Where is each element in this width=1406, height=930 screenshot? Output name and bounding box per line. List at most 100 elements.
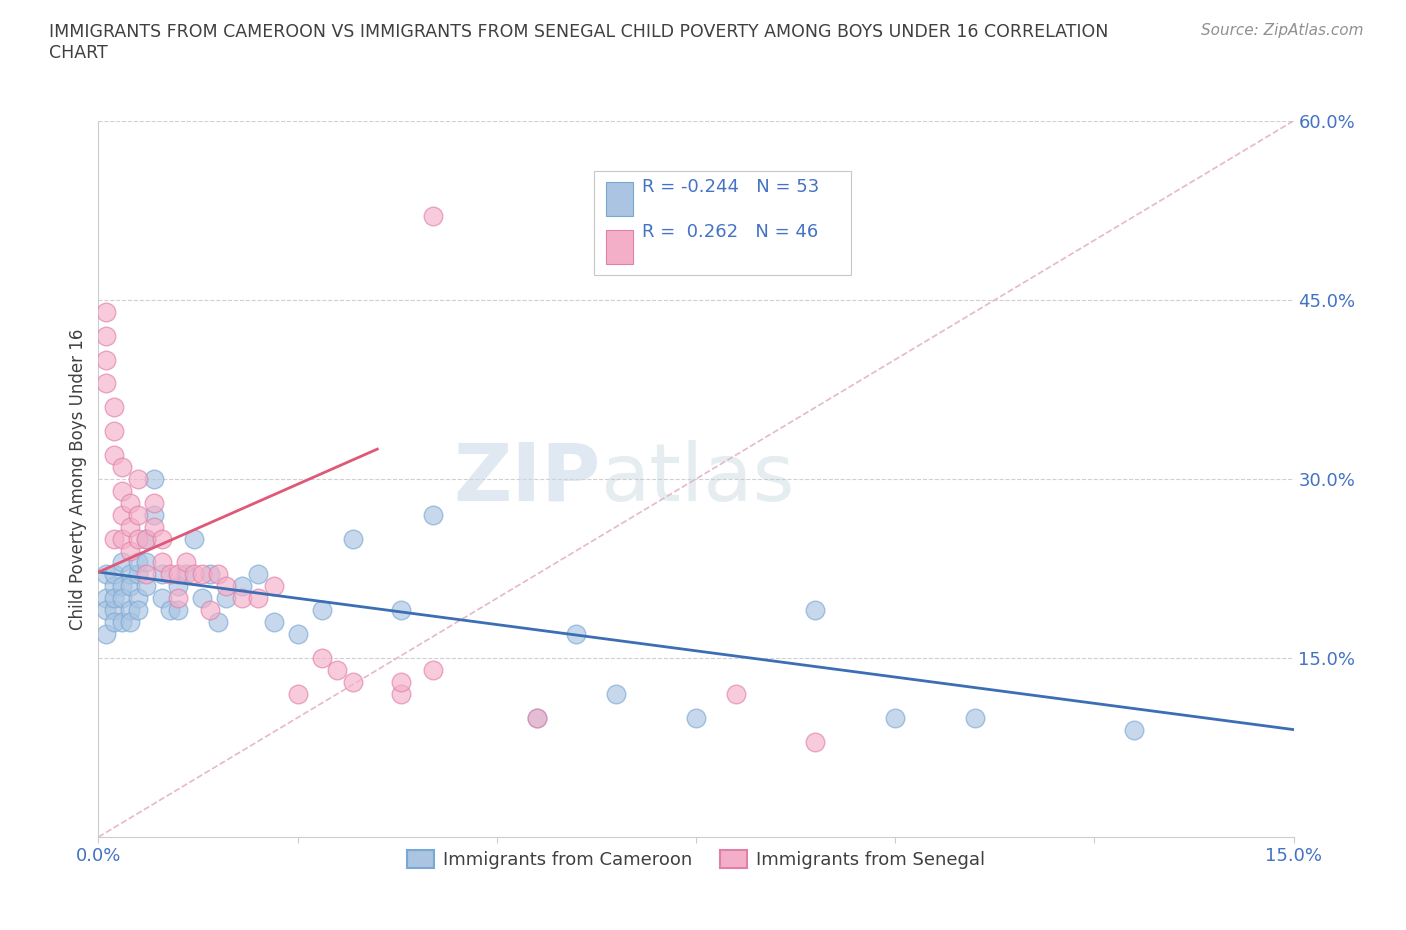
Point — [150, 531, 173, 546]
Point — [135, 555, 157, 570]
Point — [198, 603, 221, 618]
Point — [111, 508, 134, 523]
Point — [526, 711, 548, 725]
Point — [103, 531, 125, 546]
Point — [120, 543, 142, 558]
Point — [207, 615, 229, 630]
Point — [342, 531, 364, 546]
Point — [215, 578, 238, 594]
Point — [103, 567, 125, 582]
Point — [1123, 722, 1146, 737]
Point — [150, 555, 173, 570]
Point — [804, 734, 827, 749]
Point — [127, 567, 149, 582]
Point — [143, 519, 166, 534]
Point — [191, 591, 214, 605]
Point — [389, 686, 412, 701]
Point — [120, 496, 142, 511]
Point — [263, 578, 285, 594]
Point — [120, 567, 142, 582]
Point — [143, 508, 166, 523]
Point — [215, 591, 238, 605]
Point — [198, 567, 221, 582]
Point — [120, 615, 142, 630]
Point — [422, 508, 444, 523]
Point — [422, 209, 444, 224]
Point — [311, 651, 333, 666]
Point — [103, 603, 125, 618]
Point — [143, 496, 166, 511]
Point — [159, 567, 181, 582]
Point — [135, 567, 157, 582]
Point — [96, 376, 118, 391]
Point — [884, 711, 907, 725]
Text: R = -0.244   N = 53: R = -0.244 N = 53 — [643, 179, 820, 196]
Point — [103, 424, 125, 439]
Point — [120, 603, 142, 618]
Point — [127, 531, 149, 546]
Text: ZIP: ZIP — [453, 440, 600, 518]
Point — [96, 304, 118, 319]
Point — [127, 508, 149, 523]
Point — [287, 686, 309, 701]
Point — [150, 567, 173, 582]
Point — [263, 615, 285, 630]
Point — [191, 567, 214, 582]
Point — [526, 711, 548, 725]
Point — [143, 472, 166, 486]
Point — [804, 603, 827, 618]
Point — [159, 603, 181, 618]
Point — [96, 328, 118, 343]
Point — [389, 603, 412, 618]
Text: IMMIGRANTS FROM CAMEROON VS IMMIGRANTS FROM SENEGAL CHILD POVERTY AMONG BOYS UND: IMMIGRANTS FROM CAMEROON VS IMMIGRANTS F… — [49, 23, 1108, 62]
Point — [311, 603, 333, 618]
Point — [127, 603, 149, 618]
Point — [167, 591, 190, 605]
Point — [246, 567, 269, 582]
Point — [326, 662, 349, 677]
Legend: Immigrants from Cameroon, Immigrants from Senegal: Immigrants from Cameroon, Immigrants fro… — [398, 842, 994, 878]
Point — [111, 459, 134, 474]
Point — [174, 555, 197, 570]
Point — [127, 591, 149, 605]
Point — [422, 662, 444, 677]
Y-axis label: Child Poverty Among Boys Under 16: Child Poverty Among Boys Under 16 — [69, 328, 87, 630]
Point — [111, 555, 134, 570]
Point — [287, 627, 309, 642]
Point — [111, 615, 134, 630]
Point — [565, 627, 588, 642]
FancyBboxPatch shape — [606, 181, 633, 216]
Point — [963, 711, 986, 725]
Point — [103, 578, 125, 594]
Point — [120, 578, 142, 594]
Point — [127, 472, 149, 486]
Point — [120, 519, 142, 534]
Point — [167, 603, 190, 618]
Point — [231, 578, 253, 594]
Point — [111, 484, 134, 498]
Point — [231, 591, 253, 605]
Point — [96, 627, 118, 642]
Point — [150, 591, 173, 605]
Point — [96, 603, 118, 618]
Point — [167, 567, 190, 582]
Point — [111, 578, 134, 594]
Point — [135, 531, 157, 546]
Point — [167, 578, 190, 594]
Point — [103, 447, 125, 462]
Point — [685, 711, 707, 725]
Point — [96, 567, 118, 582]
Point — [135, 531, 157, 546]
Point — [724, 686, 747, 701]
Point — [183, 531, 205, 546]
Point — [103, 591, 125, 605]
Point — [103, 400, 125, 415]
Point — [246, 591, 269, 605]
Point — [96, 352, 118, 367]
Point — [111, 531, 134, 546]
Text: atlas: atlas — [600, 440, 794, 518]
Point — [342, 674, 364, 689]
Point — [174, 567, 197, 582]
Text: Source: ZipAtlas.com: Source: ZipAtlas.com — [1201, 23, 1364, 38]
Text: R =  0.262   N = 46: R = 0.262 N = 46 — [643, 222, 818, 241]
